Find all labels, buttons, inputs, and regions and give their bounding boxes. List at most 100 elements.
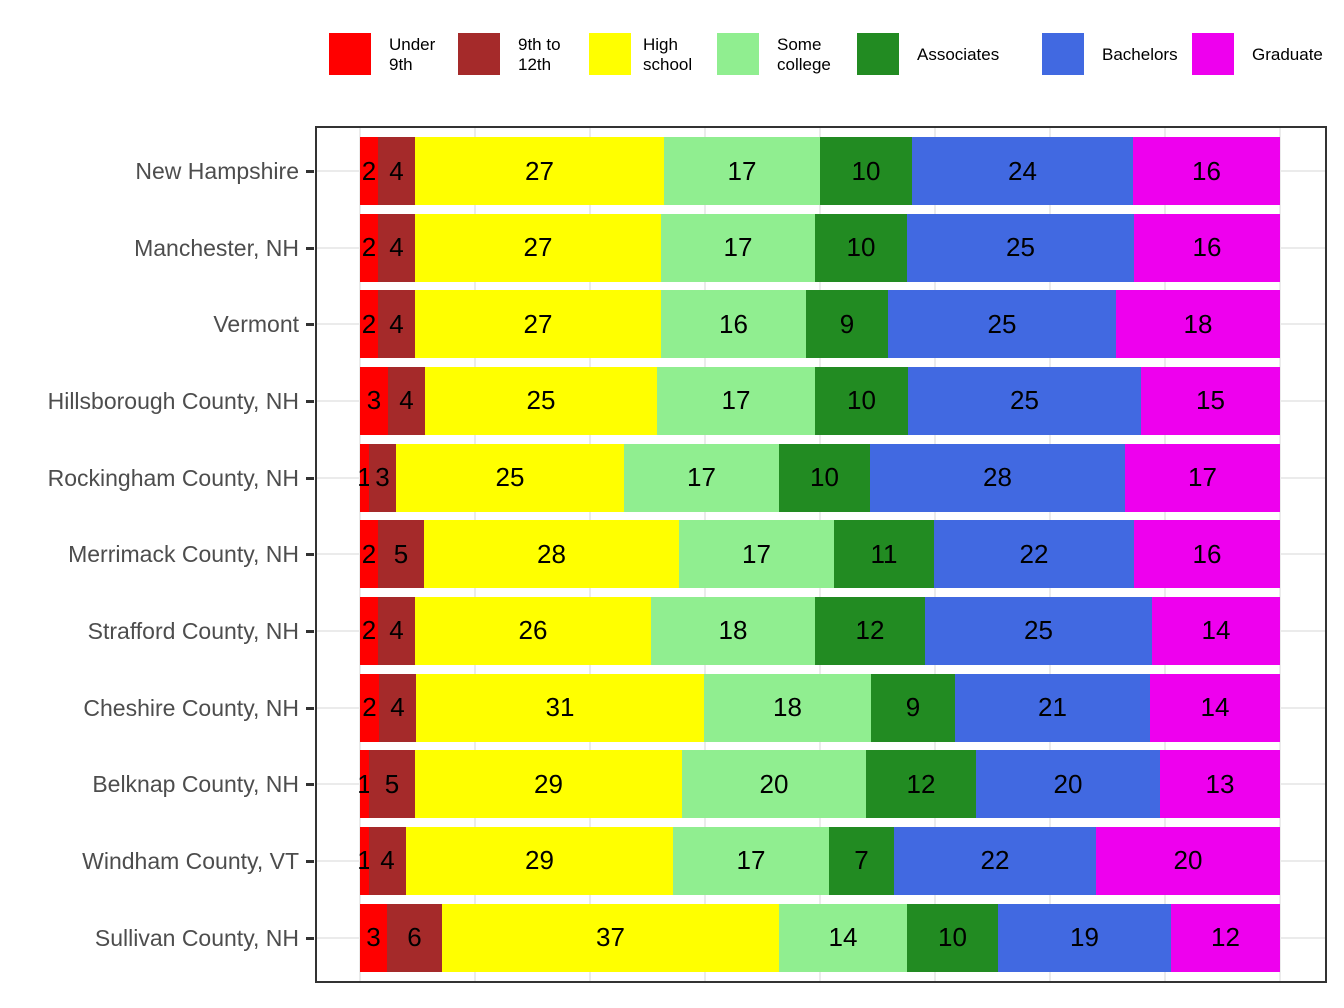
bar-segment: 11 (834, 520, 934, 589)
bar-segment: 37 (442, 903, 779, 972)
bar-segment: 10 (815, 366, 908, 435)
legend-label: High school (643, 35, 693, 74)
bar-segment: 9 (806, 290, 888, 359)
bar-segment: 7 (829, 826, 894, 895)
bar-segment: 2 (360, 520, 378, 589)
bar-segment: 15 (1141, 366, 1280, 435)
bar-segment: 2 (360, 290, 378, 359)
y-axis-label: Merrimack County, NH (68, 541, 299, 568)
legend-swatch (589, 33, 631, 75)
bar-segment: 10 (907, 903, 998, 972)
y-axis-label: Manchester, NH (134, 234, 299, 261)
bar-row: 1 3 25 17 10 28 17 (357, 443, 1280, 512)
bar-segment: 4 (378, 137, 415, 205)
bar-segment: 12 (866, 750, 976, 819)
bar-segment: 24 (912, 137, 1133, 205)
y-axis-tick (306, 476, 314, 480)
bar-segment: 17 (664, 137, 820, 205)
bar-segment: 4 (378, 290, 415, 359)
bar-segment: 4 (378, 596, 415, 665)
bar-segment: 18 (651, 596, 815, 665)
y-axis-label: Strafford County, NH (87, 617, 299, 644)
bar-segment: 17 (1125, 443, 1280, 512)
legend-label: Under 9th (389, 35, 436, 74)
bar-segment: 20 (976, 750, 1160, 819)
bar-segment: 3 (360, 366, 388, 435)
bar-segment: 3 (369, 443, 396, 512)
bar-segment: 25 (907, 213, 1134, 282)
bar-segment: 13 (1160, 750, 1280, 819)
bar-segment: 10 (779, 443, 870, 512)
bar-segment: 9 (871, 673, 955, 742)
bar-segment: 14 (779, 903, 907, 972)
y-axis-tick (306, 783, 314, 787)
bar-segment: 2 (360, 213, 378, 282)
bar-segment: 6 (387, 903, 442, 972)
bar-segment: 17 (657, 366, 815, 435)
bar-row: 3 6 37 14 10 19 12 (360, 903, 1280, 972)
legend-label: Some college (777, 35, 831, 74)
bar-row: 2 4 27 17 10 25 16 (360, 213, 1280, 282)
y-axis-label: Belknap County, NH (92, 771, 299, 798)
bar-row: 3 4 25 17 10 25 15 (360, 366, 1280, 435)
bar-segment: 10 (820, 137, 912, 205)
bar-row: 2 4 31 18 9 21 14 (360, 673, 1280, 742)
bar-segment: 1 (357, 443, 372, 512)
y-axis-tick (306, 553, 314, 557)
legend-label: Bachelors (1102, 45, 1178, 64)
plot-panel: 2 4 27 17 10 24 16 2 4 27 17 10 25 16 2 4 27 16 9 25 18 3 4 25 1… (315, 126, 1327, 983)
bar-segment: 3 (360, 903, 387, 972)
bar-segment: 10 (815, 213, 907, 282)
bar-segment: 19 (998, 903, 1171, 972)
bar-segment: 28 (424, 520, 679, 589)
bar-segment: 20 (1096, 826, 1280, 895)
bar-segment: 16 (661, 290, 806, 359)
bar-segment: 5 (369, 750, 415, 819)
bar-segment: 28 (870, 443, 1125, 512)
bar-row: 2 5 28 17 11 22 16 (360, 520, 1280, 589)
legend-swatch (717, 33, 759, 75)
y-axis-tick (306, 170, 314, 173)
y-axis-tick (306, 323, 314, 327)
bar-row: 2 4 27 17 10 24 16 (360, 137, 1280, 205)
bar-segment: 26 (415, 596, 651, 665)
bar-segment: 25 (396, 443, 624, 512)
bar-segment: 1 (357, 826, 372, 895)
bar-segment: 27 (415, 137, 664, 205)
y-axis-tick (306, 399, 314, 403)
bar-segment: 14 (1150, 673, 1280, 742)
y-axis-tick (306, 859, 314, 863)
bar-segment: 29 (406, 826, 673, 895)
bar-segment: 18 (704, 673, 871, 742)
legend-swatch (1192, 33, 1234, 75)
y-axis-label: Cheshire County, NH (83, 694, 299, 721)
bar-segment: 2 (360, 137, 378, 205)
legend-label: Graduate (1252, 45, 1323, 64)
bar-segment: 14 (1152, 596, 1280, 665)
bar-segment: 25 (925, 596, 1152, 665)
legend-label: 9th to 12th (518, 35, 561, 74)
legend-swatch (1042, 33, 1084, 75)
bar-segment: 16 (1134, 213, 1280, 282)
bar-segment: 16 (1133, 137, 1280, 205)
y-axis-label: Windham County, VT (82, 847, 299, 874)
bar-segment: 17 (661, 213, 815, 282)
bar-row: 2 4 27 16 9 25 18 (360, 290, 1280, 359)
y-axis-label: Rockingham County, NH (47, 464, 299, 491)
bar-segment: 18 (1116, 290, 1280, 359)
bar-segment: 25 (425, 366, 657, 435)
y-axis-tick (306, 246, 314, 250)
bar-segment: 1 (357, 750, 372, 819)
bar-segment: 16 (1134, 520, 1280, 589)
bar-segment: 4 (369, 826, 406, 895)
y-axis-label: Sullivan County, NH (94, 924, 299, 951)
bar-segment: 17 (679, 520, 834, 589)
bar-segment: 25 (908, 366, 1141, 435)
bar-segment: 4 (379, 673, 416, 742)
bar-segment: 29 (415, 750, 682, 819)
bar-segment: 27 (415, 290, 661, 359)
bar-segment: 21 (955, 673, 1150, 742)
y-axis-tick (306, 629, 314, 633)
legend-swatch (458, 33, 500, 75)
bar-segment: 22 (934, 520, 1134, 589)
